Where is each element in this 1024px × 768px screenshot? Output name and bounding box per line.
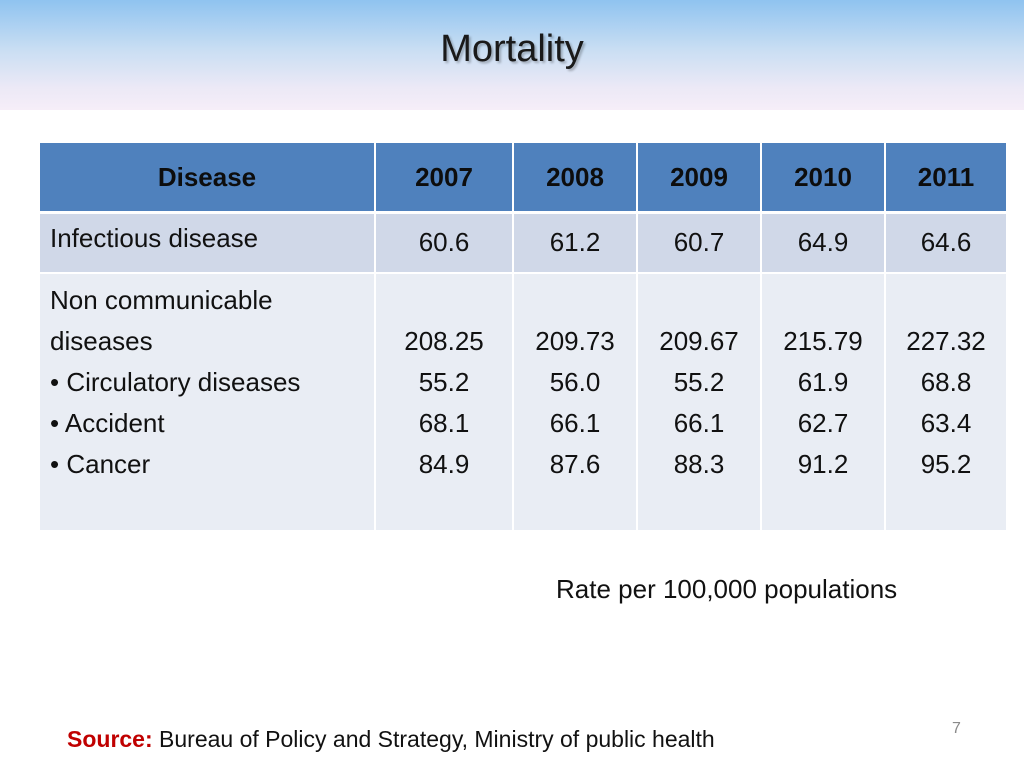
cell-value: 61.2 xyxy=(549,227,601,257)
cell-value: 56.0 xyxy=(549,367,601,397)
cell-value: 209.67 xyxy=(659,326,739,356)
table-cell: 60.7 xyxy=(637,211,762,273)
cell-value: 208.25 xyxy=(404,326,484,356)
row-label-line: • Accident xyxy=(50,408,165,438)
header-disease: Disease xyxy=(40,143,376,213)
cell-value: 66.1 xyxy=(549,408,601,438)
table-cell: 61.2 xyxy=(513,211,638,273)
cell-value: 60.7 xyxy=(673,227,725,257)
slide-title: Mortality xyxy=(440,28,584,70)
cell-value: 66.1 xyxy=(673,408,725,438)
header-2008: 2008 xyxy=(513,143,638,213)
cell-value: 60.6 xyxy=(418,227,470,257)
cell-value: 95.2 xyxy=(920,449,972,479)
header-2009: 2009 xyxy=(637,143,762,213)
table-cell: 209.73 56.0 66.1 87.6 xyxy=(513,272,638,530)
row-label-line: • Circulatory diseases xyxy=(50,367,301,397)
row-label-line: Infectious disease xyxy=(50,223,259,253)
table-row: Infectious disease 60.6 61.2 60.7 64.9 6… xyxy=(40,211,1008,273)
cell-value: 227.32 xyxy=(906,326,986,356)
cell-value: 68.8 xyxy=(920,367,972,397)
table-cell: 208.25 55.2 68.1 84.9 xyxy=(375,272,514,530)
cell-value: 209.73 xyxy=(535,326,615,356)
row-label-line: Non communicable xyxy=(50,285,273,315)
cell-value: 91.2 xyxy=(797,449,849,479)
mortality-table: Disease 2007 2008 2009 2010 2011 Infecti… xyxy=(40,143,1008,530)
header-2010: 2010 xyxy=(761,143,886,213)
cell-value: 61.9 xyxy=(797,367,849,397)
cell-value: 64.6 xyxy=(920,227,972,257)
cell-value: 68.1 xyxy=(418,408,470,438)
cell-value: 88.3 xyxy=(673,449,725,479)
header-2011: 2011 xyxy=(885,143,1008,213)
cell-value: 55.2 xyxy=(673,367,725,397)
source-line: Source: Bureau of Policy and Strategy, M… xyxy=(67,726,715,753)
table-cell: 64.6 xyxy=(885,211,1008,273)
cell-value: 62.7 xyxy=(797,408,849,438)
rate-note: Rate per 100,000 populations xyxy=(556,574,898,604)
table-cell: 60.6 xyxy=(375,211,514,273)
page-number: 7 xyxy=(952,720,961,737)
table-header-row: Disease 2007 2008 2009 2010 2011 xyxy=(40,143,1008,213)
row-label-line: diseases xyxy=(50,326,153,356)
cell-value: 215.79 xyxy=(783,326,863,356)
table-cell: 215.79 61.9 62.7 91.2 xyxy=(761,272,886,530)
source-text: Bureau of Policy and Strategy, Ministry … xyxy=(159,726,715,752)
table-cell: 209.67 55.2 66.1 88.3 xyxy=(637,272,762,530)
source-label: Source: xyxy=(67,726,153,752)
table-cell: 227.32 68.8 63.4 95.2 xyxy=(885,272,1008,530)
table-row: Non communicable diseases • Circulatory … xyxy=(40,272,1008,530)
table-cell: 64.9 xyxy=(761,211,886,273)
row-label: Non communicable diseases • Circulatory … xyxy=(40,272,376,530)
cell-value: 63.4 xyxy=(920,408,972,438)
cell-value: 84.9 xyxy=(418,449,470,479)
cell-value: 55.2 xyxy=(418,367,470,397)
cell-value: 64.9 xyxy=(797,227,849,257)
header-2007: 2007 xyxy=(375,143,514,213)
row-label: Infectious disease xyxy=(40,211,376,273)
title-band xyxy=(0,0,1024,110)
row-label-line: • Cancer xyxy=(50,449,151,479)
cell-value: 87.6 xyxy=(549,449,601,479)
